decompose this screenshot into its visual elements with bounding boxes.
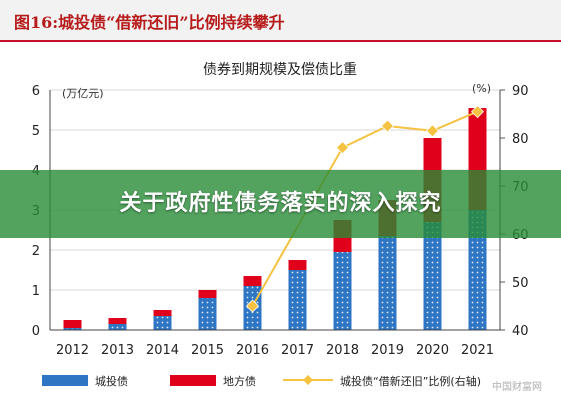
bar-城投债-2018 bbox=[333, 252, 352, 330]
x-tick-2012: 2012 bbox=[56, 343, 89, 358]
x-tick-2021: 2021 bbox=[461, 343, 494, 358]
bar-城投债-2013 bbox=[108, 324, 127, 330]
y-left-tick-6: 6 bbox=[32, 84, 40, 99]
ratio-point-2020 bbox=[425, 124, 440, 138]
legend-swatch-城投债 bbox=[42, 375, 88, 386]
ratio-point-2016 bbox=[245, 299, 260, 313]
bar-地方债-2013 bbox=[108, 318, 127, 324]
y-right-tick-50: 50 bbox=[512, 276, 529, 291]
bar-城投债-2014 bbox=[153, 316, 172, 330]
legend-swatch-地方债 bbox=[170, 375, 216, 386]
bar-城投债-2017 bbox=[288, 270, 307, 330]
title-banner: 关于政府性债务落实的深入探究 bbox=[0, 170, 561, 238]
x-tick-2014: 2014 bbox=[146, 343, 179, 358]
y-left-tick-1: 1 bbox=[32, 284, 40, 299]
y-right-tick-40: 40 bbox=[512, 324, 529, 339]
x-tick-2017: 2017 bbox=[281, 343, 314, 358]
chart-title: 债券到期规模及偿债比重 bbox=[203, 62, 357, 78]
watermark: 中国财富网 bbox=[492, 380, 542, 393]
bar-地方债-2017 bbox=[288, 260, 307, 270]
figure-title: 图16:城投债“借新还旧”比例持续攀升 bbox=[14, 13, 285, 32]
y-left-tick-2: 2 bbox=[32, 244, 40, 259]
y-left-tick-0: 0 bbox=[32, 324, 40, 339]
legend-label-ratio: 城投债“借新还旧”比例(右轴) bbox=[340, 374, 481, 388]
y-right-unit-label: (%) bbox=[472, 82, 491, 95]
bar-地方债-2012 bbox=[63, 320, 82, 328]
legend-label-城投债: 城投债 bbox=[95, 374, 128, 388]
bar-城投债-2015 bbox=[198, 298, 217, 330]
bar-城投债-2021 bbox=[468, 210, 487, 330]
tick-labels: 0123456405060708090201220132014201520162… bbox=[32, 84, 529, 358]
figure-header: 图16:城投债“借新还旧”比例持续攀升 bbox=[0, 0, 561, 42]
x-tick-2019: 2019 bbox=[371, 343, 404, 358]
ratio-point-2019 bbox=[380, 119, 395, 133]
legend-label-地方债: 地方债 bbox=[223, 374, 256, 388]
x-tick-2016: 2016 bbox=[236, 343, 269, 358]
bar-地方债-2015 bbox=[198, 290, 217, 298]
bar-地方债-2016 bbox=[243, 276, 262, 286]
x-tick-2015: 2015 bbox=[191, 343, 224, 358]
bar-城投债-2020 bbox=[423, 222, 442, 330]
bar-城投债-2012 bbox=[63, 328, 82, 330]
y-left-tick-5: 5 bbox=[32, 124, 40, 139]
x-tick-2013: 2013 bbox=[101, 343, 134, 358]
ratio-point-2021 bbox=[470, 105, 485, 119]
legend-swatch-line-marker bbox=[303, 375, 313, 385]
x-tick-2018: 2018 bbox=[326, 343, 359, 358]
y-right-tick-90: 90 bbox=[512, 84, 529, 99]
ratio-point-2018 bbox=[335, 141, 350, 155]
legend: 城投债 地方债 城投债“借新还旧”比例(右轴) bbox=[42, 374, 481, 388]
bar-城投债-2019 bbox=[378, 236, 397, 330]
y-left-unit-label: (万亿元) bbox=[62, 87, 104, 100]
y-right-tick-80: 80 bbox=[512, 132, 529, 147]
bar-地方债-2014 bbox=[153, 310, 172, 316]
x-tick-2020: 2020 bbox=[416, 343, 449, 358]
banner-text: 关于政府性债务落实的深入探究 bbox=[119, 191, 442, 216]
